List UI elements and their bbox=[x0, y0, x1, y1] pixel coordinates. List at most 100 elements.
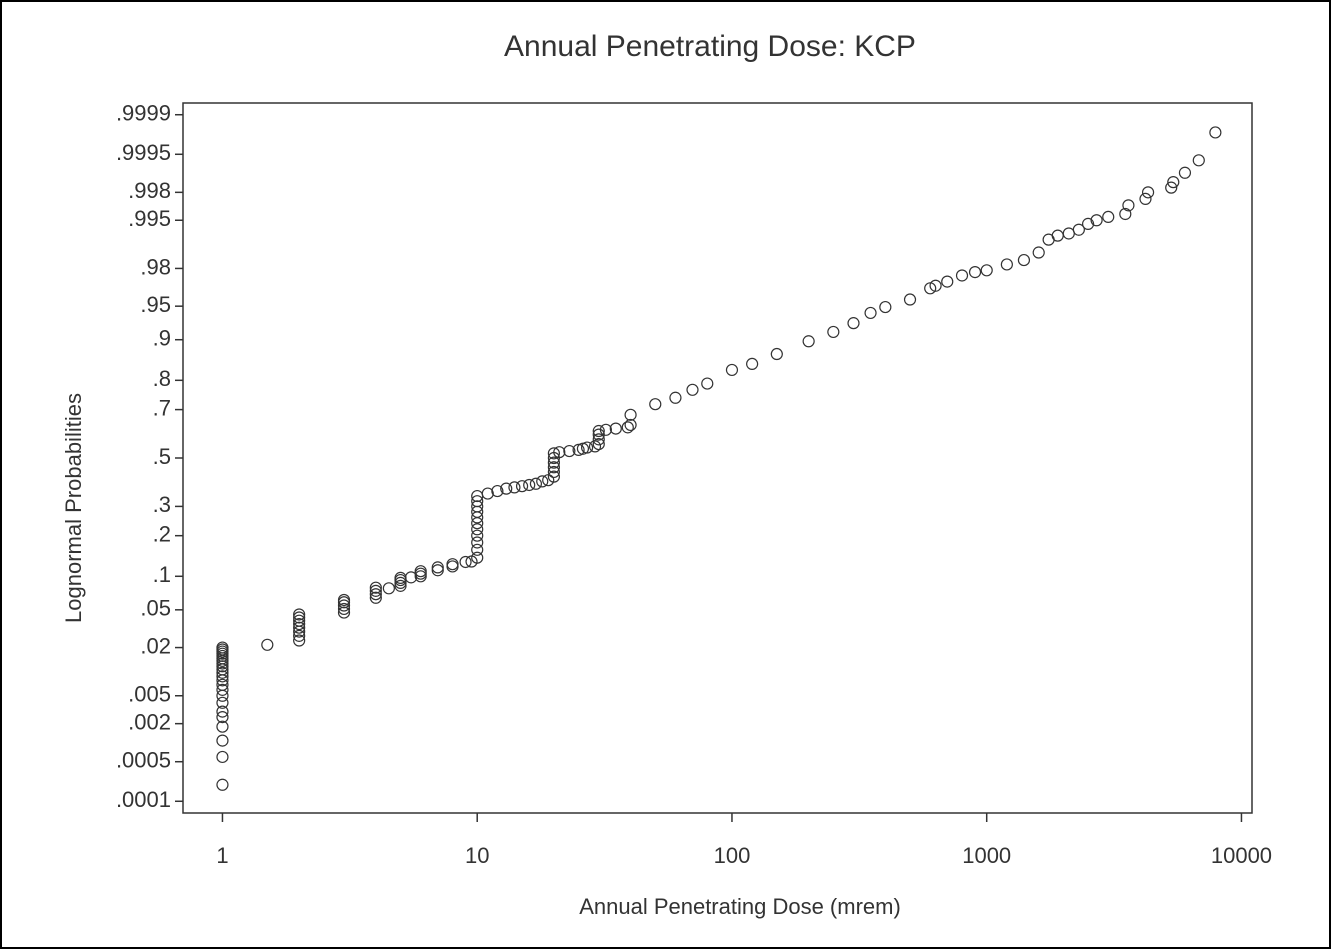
data-point bbox=[621, 421, 634, 434]
data-point bbox=[1209, 126, 1222, 139]
data-point bbox=[216, 666, 229, 679]
data-point bbox=[293, 629, 306, 642]
data-point bbox=[471, 536, 484, 549]
data-point bbox=[1119, 207, 1132, 221]
data-point bbox=[216, 750, 229, 764]
data-point bbox=[1072, 223, 1085, 236]
data-point bbox=[216, 678, 229, 691]
data-point bbox=[337, 593, 351, 607]
y-tick-label: .9999 bbox=[116, 101, 171, 126]
y-tick-label: .998 bbox=[128, 178, 171, 203]
y-tick-label: .8 bbox=[153, 366, 171, 391]
data-point bbox=[293, 611, 306, 624]
data-point bbox=[1141, 186, 1155, 199]
chart-title: Annual Penetrating Dose: KCP bbox=[504, 30, 916, 63]
data-point bbox=[293, 617, 306, 631]
data-point bbox=[491, 484, 504, 498]
data-point bbox=[924, 282, 937, 295]
data-point bbox=[599, 423, 612, 436]
data-point bbox=[216, 705, 229, 718]
data-point bbox=[624, 408, 637, 421]
data-point bbox=[929, 279, 942, 292]
data-point bbox=[337, 606, 351, 619]
data-point bbox=[216, 670, 229, 683]
data-point bbox=[1081, 217, 1095, 230]
data-point bbox=[261, 638, 274, 651]
data-point bbox=[547, 461, 560, 474]
x-tick-label: 1 bbox=[216, 843, 228, 868]
data-point bbox=[1090, 214, 1103, 227]
data-point bbox=[1122, 199, 1135, 212]
x-tick-label: 1000 bbox=[962, 843, 1011, 868]
data-point bbox=[770, 347, 783, 361]
data-point bbox=[293, 608, 306, 621]
data-point bbox=[394, 579, 407, 592]
data-point bbox=[369, 591, 382, 604]
data-point bbox=[414, 565, 427, 578]
data-point bbox=[471, 529, 484, 542]
data-point bbox=[1102, 210, 1115, 224]
data-point bbox=[580, 441, 594, 454]
data-point bbox=[563, 444, 576, 458]
data-point bbox=[701, 377, 714, 390]
x-axis-label: Annual Penetrating Dose (mrem) bbox=[579, 894, 901, 919]
data-point bbox=[547, 470, 560, 483]
data-point bbox=[459, 555, 472, 569]
data-point bbox=[216, 696, 229, 709]
data-point bbox=[481, 487, 494, 500]
y-tick-label: .1 bbox=[153, 562, 171, 587]
data-point bbox=[592, 433, 605, 446]
data-point bbox=[847, 317, 860, 330]
data-point bbox=[547, 465, 560, 479]
y-tick-label: .2 bbox=[153, 521, 171, 546]
y-tick-label: .05 bbox=[140, 596, 171, 621]
data-point bbox=[649, 398, 662, 411]
y-tick-label: .95 bbox=[140, 292, 171, 317]
data-point bbox=[609, 422, 622, 435]
data-point bbox=[903, 293, 917, 306]
x-tick-label: 10 bbox=[465, 843, 489, 868]
y-tick-label: .995 bbox=[128, 206, 171, 231]
data-point bbox=[471, 500, 484, 513]
data-point bbox=[369, 588, 382, 601]
y-tick-label: .3 bbox=[153, 492, 171, 517]
data-point bbox=[471, 495, 484, 508]
data-point bbox=[394, 576, 407, 589]
data-point bbox=[592, 437, 605, 451]
x-tick-label: 100 bbox=[714, 843, 751, 868]
data-point bbox=[536, 475, 549, 488]
y-tick-label: .0001 bbox=[116, 787, 171, 812]
data-point bbox=[216, 720, 229, 733]
data-point bbox=[216, 657, 229, 670]
y-tick-label: .9 bbox=[153, 326, 171, 351]
data-point bbox=[471, 551, 484, 564]
data-point bbox=[1178, 166, 1192, 179]
data-point bbox=[802, 335, 815, 348]
data-point bbox=[1165, 181, 1178, 194]
data-point bbox=[547, 456, 560, 469]
data-point bbox=[879, 300, 892, 314]
data-point bbox=[216, 778, 229, 791]
data-point bbox=[1192, 154, 1205, 167]
data-point bbox=[529, 477, 543, 490]
data-point bbox=[686, 383, 699, 396]
data-point bbox=[624, 418, 637, 432]
data-point bbox=[369, 581, 382, 594]
data-point bbox=[553, 446, 566, 459]
data-point bbox=[515, 480, 529, 493]
data-point bbox=[216, 710, 229, 724]
data-point bbox=[572, 443, 585, 456]
data-point bbox=[337, 602, 351, 616]
data-point bbox=[980, 264, 993, 277]
data-point bbox=[500, 482, 513, 495]
y-tick-label: .002 bbox=[128, 709, 171, 734]
x-tick-label: 10000 bbox=[1211, 843, 1272, 868]
data-point bbox=[1032, 246, 1045, 259]
data-point bbox=[471, 543, 484, 556]
data-point bbox=[446, 558, 459, 571]
data-point bbox=[523, 478, 536, 492]
y-tick-label: .98 bbox=[140, 254, 171, 279]
y-tick-label: .0005 bbox=[116, 748, 171, 773]
data-point bbox=[968, 265, 982, 279]
